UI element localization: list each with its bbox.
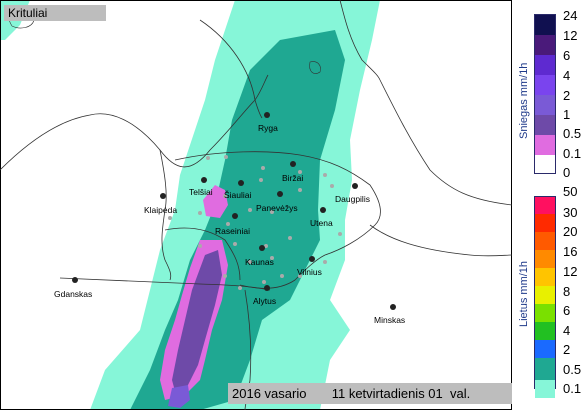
lithuania-border xyxy=(174,151,381,289)
rain-label-8: 8 xyxy=(563,284,571,299)
city-label-panevezys: Panevėžys xyxy=(256,203,298,213)
city-dot-vilnius xyxy=(309,256,315,262)
gulf-riga xyxy=(199,19,263,119)
station-dots xyxy=(168,155,342,290)
precipitation-map: Ryga Biržai Telšiai Šiauliai Panevėžys D… xyxy=(0,0,512,410)
city-dot-gdanskas xyxy=(72,277,78,283)
rain-label-0-1: 0.1 xyxy=(563,381,582,396)
rain-legend-title: Lietus mm/1h xyxy=(518,260,530,327)
snow-label-24: 24 xyxy=(563,8,578,23)
city-label-utena: Utena xyxy=(310,218,333,228)
rain-legend-scale xyxy=(534,196,556,398)
snow-label-0-1: 0.1 xyxy=(563,146,582,161)
lake-outline xyxy=(309,61,321,74)
map-date: 2016 vasario 11 ketvirtadienis 01 val. xyxy=(228,383,512,404)
snow-swatch-1 xyxy=(535,115,555,135)
city-label-birzai: Biržai xyxy=(282,173,303,183)
city-dots xyxy=(72,112,396,310)
rain-swatch-0-5 xyxy=(535,358,555,380)
rain-swatch-16 xyxy=(535,250,555,268)
lithuania-border-south xyxy=(164,227,241,281)
snow-label-12: 12 xyxy=(563,28,578,43)
snow-swatch-0-5 xyxy=(535,135,555,155)
snow-legend-title: Sniegas mm/1h xyxy=(518,62,530,139)
city-label-klaipeda: Klaipėda xyxy=(144,205,177,215)
snow-tail-zone xyxy=(168,385,190,408)
snow-heavier-zone xyxy=(172,250,222,395)
map-title: Krituliai xyxy=(4,5,106,21)
city-label-vilnius: Vilnius xyxy=(297,267,322,277)
kaliningrad-border xyxy=(59,277,271,291)
snow-swatch-4 xyxy=(535,75,555,95)
city-label-kaunas: Kaunas xyxy=(245,257,274,267)
rain-label-50: 50 xyxy=(563,184,578,199)
city-label-daugpilis: Daugpilis xyxy=(335,194,370,204)
rain-label-6: 6 xyxy=(563,303,571,318)
rain-label-12: 12 xyxy=(563,264,578,279)
city-dot-utena xyxy=(320,207,326,213)
snow-swatch-0-1 xyxy=(535,155,555,173)
baltic-coast xyxy=(0,113,172,281)
snow-zone-north xyxy=(203,185,228,218)
city-dot-panevezys xyxy=(277,191,283,197)
rain-label-30: 30 xyxy=(563,205,578,220)
rain-label-16: 16 xyxy=(563,244,578,259)
city-dot-telsiai xyxy=(201,177,207,183)
snow-swatch-12 xyxy=(535,35,555,55)
snow-label-4: 4 xyxy=(563,68,571,83)
snow-swatch-24 xyxy=(535,15,555,35)
city-label-minskas: Minskas xyxy=(374,315,405,325)
snow-label-6: 6 xyxy=(563,48,571,63)
city-dot-minskas xyxy=(390,304,396,310)
city-label-telsiai: Telšiai xyxy=(189,187,213,197)
rain-label-4: 4 xyxy=(563,323,571,338)
city-dot-birzai xyxy=(290,161,296,167)
snow-label-0: 0 xyxy=(563,165,571,180)
snow-label-2: 2 xyxy=(563,88,571,103)
rain-swatch-50 xyxy=(535,197,555,214)
rain-label-2: 2 xyxy=(563,342,571,357)
rain-swatch-20 xyxy=(535,232,555,250)
city-dot-kaunas xyxy=(259,245,265,251)
city-label-ryga: Ryga xyxy=(258,123,278,133)
city-dot-siauliai xyxy=(238,180,244,186)
snow-label-0-5: 0.5 xyxy=(563,126,582,141)
estonia-border xyxy=(339,0,381,81)
rain-swatch-8 xyxy=(535,286,555,304)
rain-label-0-5: 0.5 xyxy=(563,362,582,377)
city-dot-raseiniai xyxy=(232,213,238,219)
city-label-siauliai: Šiauliai xyxy=(224,190,252,200)
rain-swatch-0-1 xyxy=(535,380,555,398)
rain-label-20: 20 xyxy=(563,224,578,239)
snow-swatch-2 xyxy=(535,95,555,115)
city-dot-klaipeda xyxy=(160,193,166,199)
city-label-alytus: Alytus xyxy=(253,296,276,306)
rain-swatch-30 xyxy=(535,214,555,232)
city-dot-daugpilis xyxy=(352,183,358,189)
rain-swatch-2 xyxy=(535,340,555,358)
rain-swatch-4 xyxy=(535,322,555,340)
city-dot-alytus xyxy=(264,285,270,291)
city-dot-ryga xyxy=(264,112,270,118)
latvia-coast xyxy=(159,74,269,168)
rain-swatch-6 xyxy=(535,304,555,322)
snow-legend-scale xyxy=(534,14,556,174)
east-border xyxy=(379,79,512,206)
snow-label-1: 1 xyxy=(563,107,571,122)
city-label-raseiniai: Raseiniai xyxy=(215,226,250,236)
snow-swatch-6 xyxy=(535,55,555,75)
city-label-gdanskas: Gdanskas xyxy=(54,289,92,299)
rain-swatch-12 xyxy=(535,268,555,286)
belarus-border xyxy=(369,224,512,257)
